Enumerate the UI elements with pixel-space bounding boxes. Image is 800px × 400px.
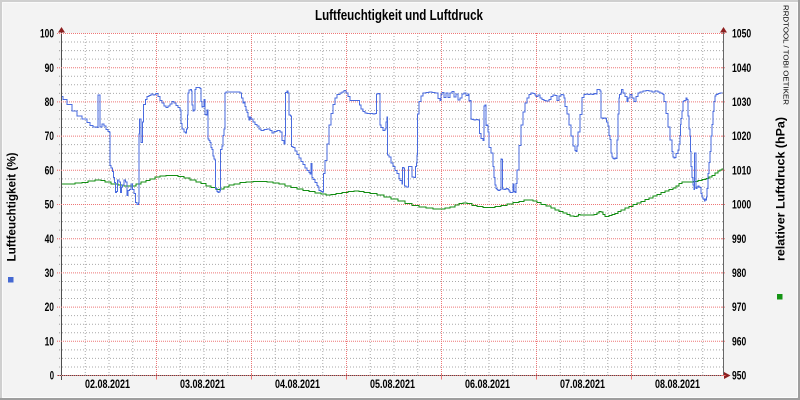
svg-text:100: 100 — [40, 29, 54, 41]
svg-text:40: 40 — [45, 234, 54, 246]
svg-text:10: 10 — [45, 336, 54, 348]
svg-text:Luftfeuchtigkeit und Luftdruck: Luftfeuchtigkeit und Luftdruck — [315, 8, 484, 24]
svg-text:02.08.2021: 02.08.2021 — [85, 379, 130, 391]
svg-text:970: 970 — [732, 302, 746, 314]
svg-text:06.08.2021: 06.08.2021 — [465, 379, 510, 391]
svg-text:80: 80 — [45, 97, 54, 109]
svg-text:990: 990 — [732, 234, 746, 246]
svg-text:90: 90 — [45, 63, 54, 75]
svg-text:960: 960 — [732, 336, 746, 348]
svg-text:70: 70 — [45, 131, 54, 143]
svg-text:60: 60 — [45, 165, 54, 177]
svg-text:03.08.2021: 03.08.2021 — [180, 379, 225, 391]
svg-text:1040: 1040 — [732, 63, 751, 75]
svg-text:relativer Luftdruck (hPa): relativer Luftdruck (hPa) — [776, 117, 788, 261]
svg-text:05.08.2021: 05.08.2021 — [370, 379, 415, 391]
svg-text:1050: 1050 — [732, 29, 751, 41]
svg-text:980: 980 — [732, 268, 746, 280]
svg-text:1000: 1000 — [732, 200, 751, 212]
svg-text:0: 0 — [50, 371, 54, 383]
svg-text:20: 20 — [45, 302, 54, 314]
svg-text:RRDTOOL / TOBI OETIKER: RRDTOOL / TOBI OETIKER — [782, 5, 791, 105]
svg-text:08.08.2021: 08.08.2021 — [655, 379, 700, 391]
svg-text:07.08.2021: 07.08.2021 — [560, 379, 605, 391]
svg-text:04.08.2021: 04.08.2021 — [275, 379, 320, 391]
svg-text:50: 50 — [45, 200, 54, 212]
svg-text:1020: 1020 — [732, 131, 751, 143]
svg-text:30: 30 — [45, 268, 54, 280]
svg-text:950: 950 — [732, 371, 746, 383]
svg-text:1010: 1010 — [732, 165, 751, 177]
svg-text:Luftfeuchtigkeit (%): Luftfeuchtigkeit (%) — [7, 152, 19, 261]
svg-text:1030: 1030 — [732, 97, 751, 109]
